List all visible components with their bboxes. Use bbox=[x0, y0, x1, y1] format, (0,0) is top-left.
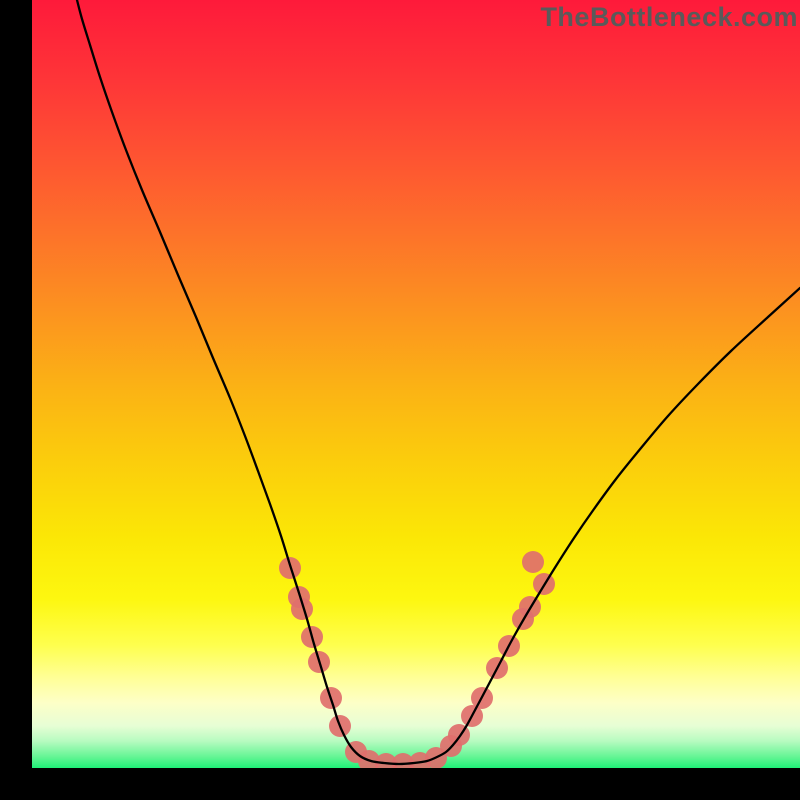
watermark-text: TheBottleneck.com bbox=[540, 2, 798, 33]
chart-background-gradient bbox=[32, 0, 800, 768]
bottleneck-chart bbox=[32, 0, 800, 768]
data-marker bbox=[522, 551, 544, 573]
